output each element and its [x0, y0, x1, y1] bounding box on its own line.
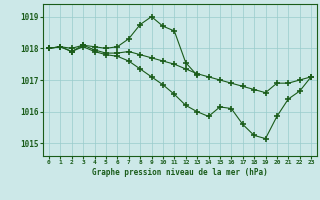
X-axis label: Graphe pression niveau de la mer (hPa): Graphe pression niveau de la mer (hPa) [92, 168, 268, 177]
